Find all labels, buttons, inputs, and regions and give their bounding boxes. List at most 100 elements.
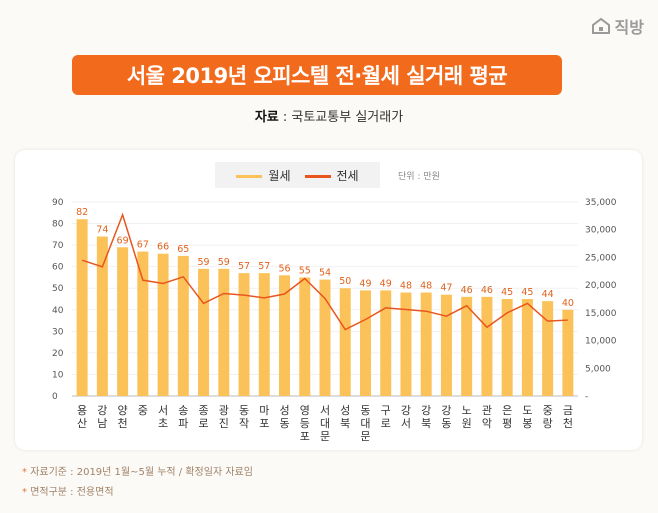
x-tick-label: 북: [340, 417, 350, 430]
footnote-2: * 면적구분 : 전용면적: [22, 487, 114, 498]
right-tick-label: -: [585, 392, 588, 402]
x-tick-label: 문: [360, 430, 370, 443]
legend-item-jeonse: 전세: [304, 167, 359, 184]
left-tick-label: 0: [52, 392, 58, 402]
bar-value-label: 74: [96, 224, 108, 235]
x-tick-label: 평: [502, 417, 512, 430]
x-tick-label: 봉: [522, 417, 532, 430]
bar: [279, 275, 291, 396]
bar-value-label: 47: [440, 283, 452, 294]
left-tick-label: 10: [52, 370, 64, 380]
bar: [420, 292, 432, 396]
x-tick-label: 성: [340, 404, 350, 417]
bar-value-label: 45: [501, 287, 513, 298]
bar: [339, 288, 351, 396]
right-tick-label: 30,000: [585, 226, 617, 236]
x-tick-label: 마: [259, 404, 269, 417]
bar-value-label: 69: [117, 235, 129, 246]
bar-value-label: 40: [562, 298, 574, 309]
x-tick-label: 서: [401, 417, 411, 430]
x-tick-label: 천: [118, 416, 128, 430]
bar-value-label: 65: [177, 244, 189, 255]
x-tick-label: 중: [138, 404, 148, 417]
right-tick-label: 15,000: [585, 309, 617, 319]
bar: [440, 294, 452, 396]
legend: 월세 전세: [215, 162, 380, 188]
x-tick-label: 등: [300, 417, 310, 430]
bar: [198, 268, 210, 396]
bar: [177, 255, 189, 396]
bar: [258, 273, 270, 396]
x-tick-label: 산: [77, 417, 87, 430]
bar-value-label: 48: [400, 281, 412, 292]
bar: [542, 301, 554, 396]
x-tick-label: 구: [381, 404, 391, 417]
x-tick-label: 남: [97, 417, 107, 430]
bar-value-label: 49: [380, 278, 392, 289]
x-tick-label: 문: [320, 430, 330, 443]
x-tick-label: 동: [441, 417, 451, 430]
x-tick-label: 종: [198, 404, 208, 417]
bar: [319, 279, 331, 396]
bar-value-label: 67: [137, 240, 149, 251]
left-tick-label: 60: [52, 263, 64, 273]
source-line: 자료 : 국토교통부 실거래가: [254, 110, 404, 125]
x-tick-label: 대: [320, 417, 330, 430]
bar: [137, 251, 149, 396]
bar-value-label: 54: [319, 268, 331, 279]
right-tick-label: 5,000: [585, 364, 611, 374]
left-tick-label: 40: [52, 306, 64, 316]
bar-value-label: 59: [198, 257, 210, 268]
x-tick-label: 노: [462, 404, 472, 417]
x-tick-label: 강: [401, 404, 411, 417]
page-title: 서울 2019년 오피스텔 전·월세 실거래 평균: [72, 55, 562, 95]
legend-item-rent: 월세: [236, 167, 291, 184]
x-tick-label: 악: [482, 417, 492, 430]
x-tick-label: 포: [300, 430, 310, 443]
x-tick-label: 랑: [543, 417, 553, 430]
x-tick-label: 동: [279, 417, 289, 430]
bar-value-label: 48: [420, 281, 432, 292]
x-tick-label: 동: [360, 404, 370, 417]
bar: [299, 277, 311, 396]
x-tick-label: 강: [421, 404, 431, 417]
bar-value-label: 55: [299, 265, 311, 276]
house-icon: [591, 17, 610, 34]
x-tick-label: 파: [178, 417, 188, 430]
x-tick-label: 관: [482, 404, 492, 417]
x-tick-label: 은: [502, 404, 512, 417]
x-tick-label: 초: [158, 417, 168, 430]
x-tick-label: 중: [543, 404, 553, 417]
right-tick-label: 20,000: [585, 281, 617, 291]
left-tick-label: 20: [52, 349, 64, 359]
bar: [96, 236, 108, 396]
bar: [238, 273, 250, 396]
x-tick-label: 서: [320, 404, 330, 417]
logo-text: 직방: [614, 18, 644, 37]
x-tick-label: 광: [219, 404, 229, 417]
bar: [481, 296, 493, 396]
right-tick-label: 25,000: [585, 253, 617, 263]
x-tick-label: 천: [563, 416, 573, 430]
x-tick-label: 대: [360, 417, 370, 430]
x-tick-label: 성: [279, 404, 289, 417]
bar: [76, 219, 88, 396]
source-label: 자료: [254, 110, 279, 125]
bar-value-label: 46: [481, 285, 493, 296]
left-tick-label: 90: [52, 198, 64, 208]
x-tick-label: 서: [158, 404, 168, 417]
x-tick-label: 원: [462, 417, 472, 430]
bar-value-label: 57: [238, 261, 250, 272]
x-tick-label: 영: [300, 404, 310, 417]
x-tick-label: 금: [563, 404, 573, 417]
x-tick-label: 강: [441, 404, 451, 417]
zigbang-logo: 직방: [591, 14, 644, 38]
bar-value-label: 50: [339, 276, 351, 287]
bar-value-label: 82: [76, 207, 88, 218]
left-tick-label: 80: [52, 220, 64, 230]
x-tick-label: 용: [77, 404, 87, 417]
source-value: 국토교통부 실거래가: [291, 110, 404, 125]
unit-note: 단위 : 만원: [398, 172, 440, 182]
bar: [400, 292, 412, 396]
